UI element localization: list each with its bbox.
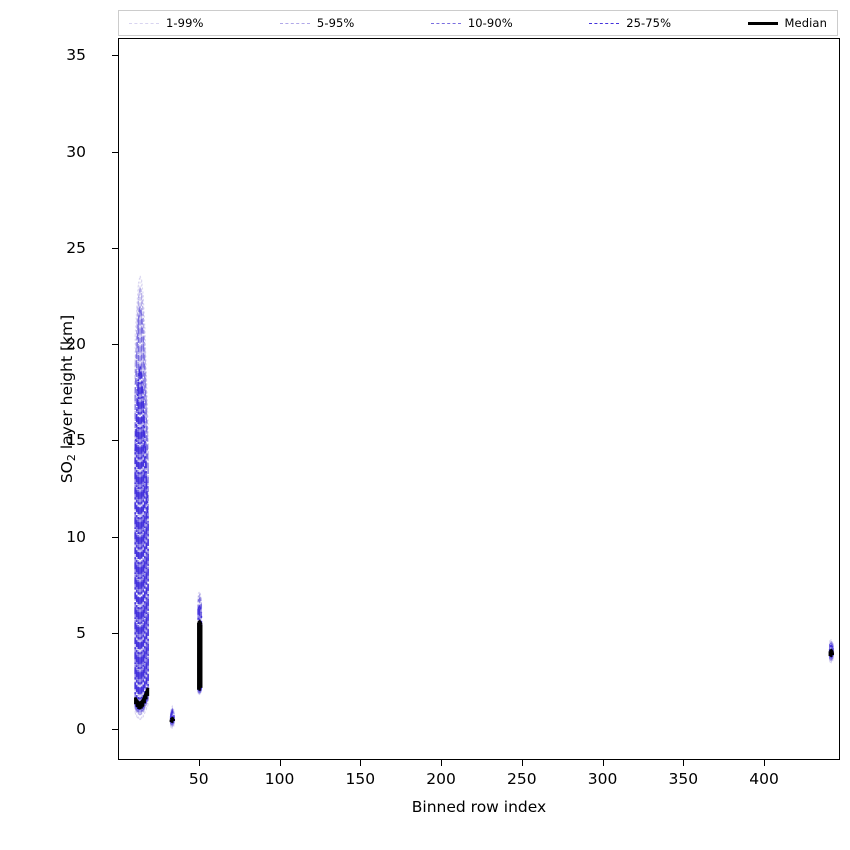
band-outline-10-90% xyxy=(170,722,175,726)
plot-svg xyxy=(134,274,835,729)
x-tick-label: 350 xyxy=(668,770,699,788)
legend-swatch-10-90 xyxy=(430,22,461,24)
y-tick-mark xyxy=(112,536,118,538)
band-outline-1-99% xyxy=(197,590,202,598)
band-outline-25-75% xyxy=(197,603,203,613)
band-outline-25-75% xyxy=(169,709,175,717)
band-outline-5-95% xyxy=(829,658,834,662)
y-tick-mark xyxy=(112,440,118,442)
legend-entry-5-95: 5-95% xyxy=(279,16,355,30)
legend-label-10-90: 10-90% xyxy=(467,16,513,30)
x-tick-mark xyxy=(198,760,200,766)
x-tick-mark xyxy=(683,760,685,766)
band-outline-5-95% xyxy=(170,724,175,728)
y-tick-mark xyxy=(112,729,118,731)
band-outline-10-90% xyxy=(829,642,834,646)
band-outline-25-75% xyxy=(829,644,834,648)
legend-label-median: Median xyxy=(784,16,827,30)
legend-label-5-95: 5-95% xyxy=(316,16,355,30)
x-tick-label: 150 xyxy=(345,770,376,788)
y-tick-label: 20 xyxy=(66,335,86,354)
legend-entry-median: Median xyxy=(747,16,827,30)
y-tick-label: 15 xyxy=(66,431,86,450)
band-outline-5-95% xyxy=(197,690,202,695)
band-outline-5-95% xyxy=(829,640,834,644)
x-tick-label: 200 xyxy=(426,770,456,788)
band-outline-1-99% xyxy=(170,726,175,729)
band-outline-1-99% xyxy=(134,704,149,721)
x-tick-mark xyxy=(360,760,362,766)
legend-entry-1-99: 1-99% xyxy=(129,16,204,30)
y-tick-mark xyxy=(112,632,118,634)
band-outline-5-95% xyxy=(134,701,149,716)
legend-label-25-75: 25-75% xyxy=(626,16,672,30)
band-outline-25-75% xyxy=(134,366,149,523)
band-outline-5-95% xyxy=(197,592,202,602)
x-tick-label: 300 xyxy=(587,770,618,788)
x-tick-label: 50 xyxy=(188,770,209,788)
legend-entry-25-75: 25-75% xyxy=(589,16,671,30)
y-tick-label: 10 xyxy=(66,527,86,546)
legend-entry-10-90: 10-90% xyxy=(430,16,513,30)
x-tick-label: 250 xyxy=(507,770,537,788)
band-outline-1-99% xyxy=(134,274,149,423)
band-outline-10-90% xyxy=(197,596,203,606)
y-tick-label: 5 xyxy=(76,623,86,642)
legend-label-1-99: 1-99% xyxy=(166,16,204,30)
x-tick-mark xyxy=(279,760,281,766)
y-tick-mark xyxy=(112,344,118,346)
y-tick-label: 35 xyxy=(66,46,86,65)
x-tick-mark xyxy=(602,760,604,766)
x-tick-mark xyxy=(764,760,766,766)
y-axis-label: SO2 layer height [km] xyxy=(58,314,78,484)
band-outline-10-90% xyxy=(829,657,834,661)
legend-swatch-25-75 xyxy=(589,22,620,24)
band-outline-1-99% xyxy=(170,704,175,712)
y-tick-label: 30 xyxy=(66,142,86,161)
chart-legend: 1-99% 5-95% 10-90% 25-75% Median xyxy=(118,10,838,36)
band-outline-5-95% xyxy=(134,287,149,446)
legend-swatch-median xyxy=(747,21,778,25)
legend-swatch-1-99 xyxy=(129,22,159,24)
x-tick-mark xyxy=(441,760,443,766)
y-tick-label: 25 xyxy=(66,238,86,257)
y-tick-mark xyxy=(112,55,118,57)
band-outline-10-90% xyxy=(134,698,149,714)
y-tick-label: 0 xyxy=(76,720,86,739)
x-tick-mark xyxy=(521,760,523,766)
band-outline-10-90% xyxy=(134,306,149,469)
x-tick-label: 400 xyxy=(749,770,779,788)
x-axis-label: Binned row index xyxy=(411,798,547,816)
y-tick-mark xyxy=(112,151,118,153)
x-tick-label: 100 xyxy=(264,770,295,788)
band-outline-1-99% xyxy=(829,660,834,664)
plot-area xyxy=(118,38,840,760)
y-tick-mark xyxy=(112,247,118,249)
band-outline-1-99% xyxy=(829,639,834,642)
legend-swatch-5-95 xyxy=(279,22,310,24)
